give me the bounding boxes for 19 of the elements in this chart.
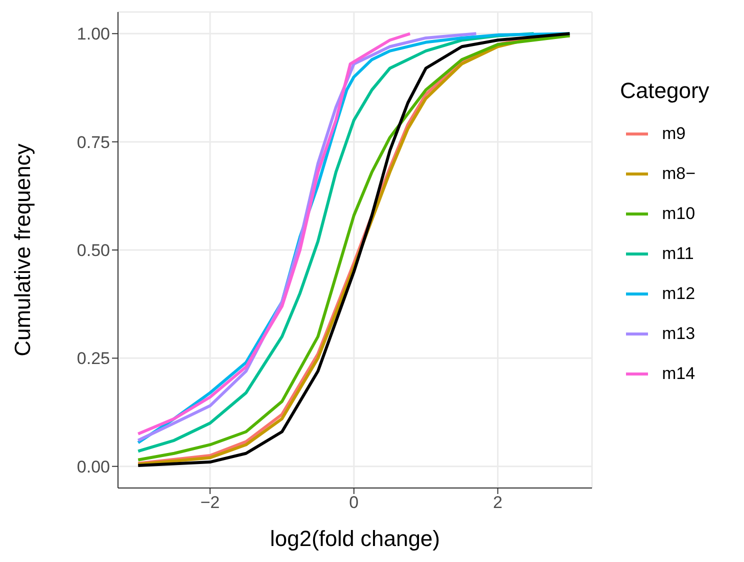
x-tick-label: −2 — [200, 493, 220, 512]
x-tick-label: 0 — [349, 493, 359, 512]
legend-label: m14 — [662, 364, 696, 384]
legend-title: Category — [620, 78, 710, 104]
legend-label: m10 — [662, 204, 696, 224]
y-tick-label: 0.25 — [76, 349, 110, 368]
y-tick-label: 0.75 — [76, 132, 110, 152]
y-tick-label: 1.00 — [76, 24, 110, 44]
legend-label: m8− — [662, 164, 696, 184]
legend-label: m9 — [662, 124, 686, 144]
y-tick-label: 0.50 — [76, 241, 110, 260]
legend-label: m11 — [662, 244, 694, 264]
line-series — [136, 32, 412, 436]
y-tick-label: 0.00 — [76, 457, 110, 476]
legend-label: m13 — [662, 324, 696, 344]
x-tick-label: 2 — [493, 493, 503, 512]
legend-label: m12 — [662, 284, 696, 304]
x-axis-title: log2(fold change) — [270, 526, 440, 551]
y-axis-title: Cumulative frequency — [10, 144, 35, 356]
